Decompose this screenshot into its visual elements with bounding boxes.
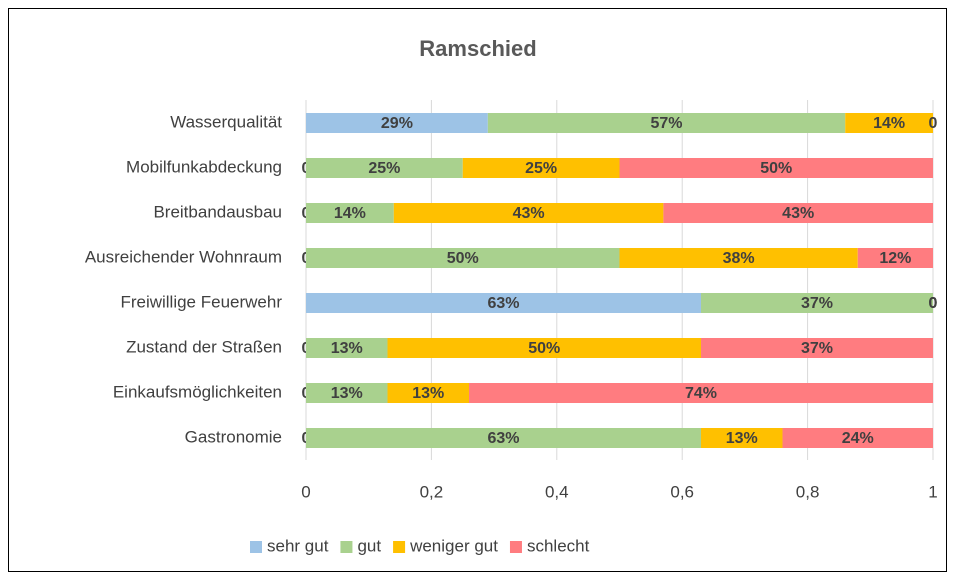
legend-label: weniger gut: [409, 536, 498, 555]
value-label: 25%: [368, 160, 400, 177]
x-tick-label: 0: [301, 482, 310, 501]
bar-segment: [782, 428, 933, 448]
value-label: 13%: [726, 430, 758, 447]
bar-segment: [387, 338, 702, 358]
value-label: 50%: [760, 160, 792, 177]
y-tick-label: Zustand der Straßen: [126, 337, 282, 356]
bar-segment: [663, 203, 933, 223]
value-label: 25%: [525, 160, 557, 177]
legend-swatch: [250, 541, 262, 553]
x-tick-label: 0,8: [796, 482, 820, 501]
y-tick-label: Mobilfunkabdeckung: [126, 157, 282, 176]
bar-segment: [469, 383, 933, 403]
x-tick-label: 0,6: [670, 482, 694, 501]
value-label: 14%: [334, 205, 366, 222]
bar-segment: [306, 203, 394, 223]
value-label: 12%: [879, 250, 911, 267]
value-label: 74%: [685, 385, 717, 402]
value-label: 50%: [447, 250, 479, 267]
value-label: 63%: [487, 295, 519, 312]
bar-segment: [306, 383, 388, 403]
value-label: 0: [929, 295, 938, 312]
value-label: 0: [929, 115, 938, 132]
y-tick-label: Wasserqualität: [170, 112, 282, 131]
bar-segment: [306, 338, 388, 358]
value-label: 13%: [331, 340, 363, 357]
value-label: 24%: [842, 430, 874, 447]
y-tick-label: Freiwillige Feuerwehr: [120, 292, 282, 311]
legend-label: gut: [357, 536, 381, 555]
bar-segment: [701, 293, 933, 313]
legend-swatch: [393, 541, 406, 553]
value-label: 29%: [381, 115, 413, 132]
value-label: 43%: [513, 205, 545, 222]
value-label: 57%: [651, 115, 683, 132]
x-tick-label: 0,2: [420, 482, 444, 501]
bar-segment: [306, 428, 702, 448]
legend-label: schlecht: [527, 536, 590, 555]
bar-segment: [387, 383, 470, 403]
value-label: 13%: [412, 385, 444, 402]
bar-segment: [306, 293, 702, 313]
value-label: 13%: [331, 385, 363, 402]
legend-swatch: [340, 541, 353, 553]
value-label: 37%: [801, 295, 833, 312]
x-tick-label: 0,4: [545, 482, 569, 501]
value-label: 0: [929, 295, 938, 312]
bar-segment: [619, 248, 858, 268]
value-label: 63%: [487, 430, 519, 447]
value-label: 14%: [873, 115, 905, 132]
chart-border: [8, 8, 947, 572]
x-tick-label: 1: [928, 482, 937, 501]
value-label: 50%: [528, 340, 560, 357]
bar-segment: [462, 158, 620, 178]
legend-label: sehr gut: [267, 536, 329, 555]
bar-segment: [487, 113, 846, 133]
legend-swatch: [509, 541, 522, 553]
value-label: 43%: [782, 205, 814, 222]
value-label: 38%: [723, 250, 755, 267]
bar-segment: [306, 248, 620, 268]
chart-title: Ramschied: [419, 36, 536, 61]
bar-segment: [393, 203, 664, 223]
bar-segment: [857, 248, 933, 268]
bar-segment: [306, 158, 463, 178]
y-tick-label: Ausreichender Wohnraum: [85, 247, 282, 266]
y-tick-label: Einkaufsmöglichkeiten: [113, 382, 282, 401]
y-tick-label: Breitbandausbau: [153, 202, 282, 221]
value-label: 37%: [801, 340, 833, 357]
bar-segment: [306, 113, 488, 133]
bar-segment: [619, 158, 933, 178]
bar-segment: [845, 113, 933, 133]
bar-segment: [701, 338, 933, 358]
bar-segment: [701, 428, 783, 448]
y-tick-label: Gastronomie: [185, 427, 282, 446]
